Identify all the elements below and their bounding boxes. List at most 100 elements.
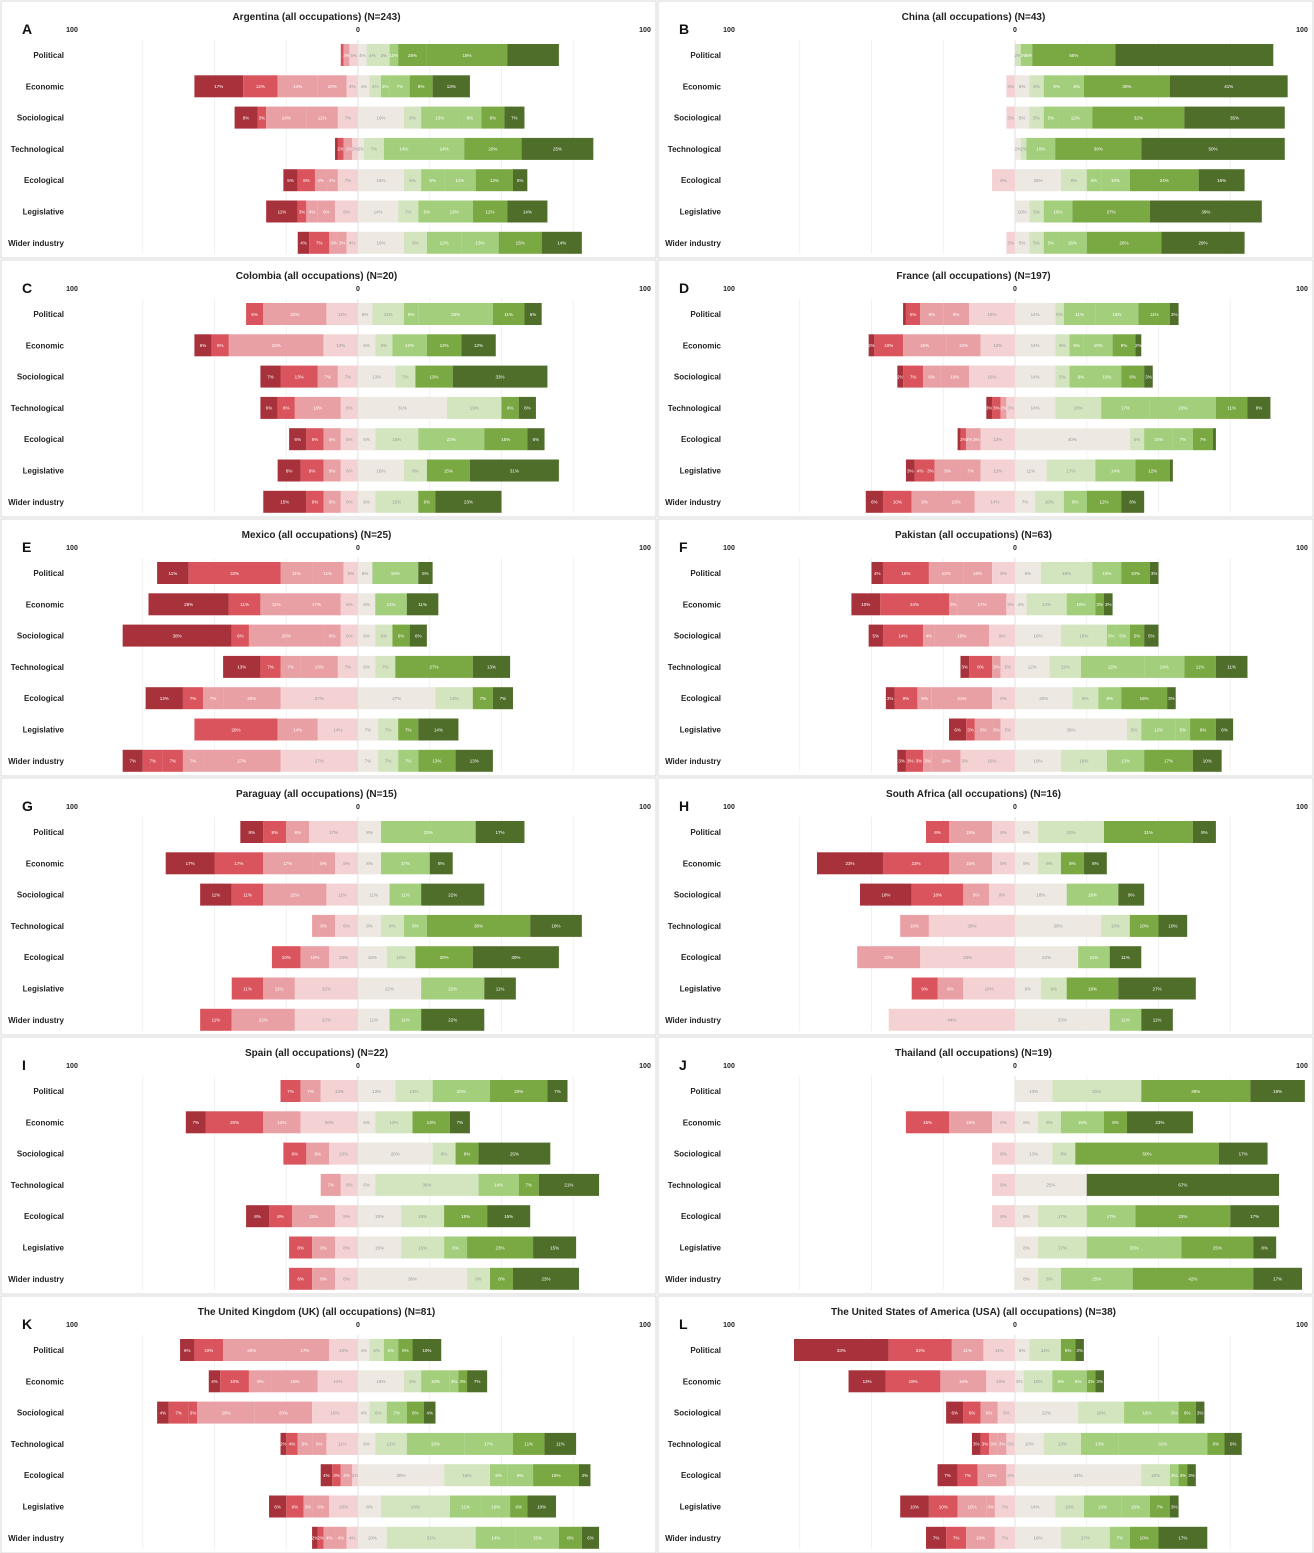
bar-segment (1083, 75, 1170, 98)
bar-segment (914, 749, 924, 772)
bar-segment (395, 365, 416, 388)
segment-label: 8% (1000, 1183, 1007, 1188)
row-label: Ecological (681, 176, 721, 185)
bar-segment (472, 200, 508, 223)
segment-label: 6% (524, 406, 531, 411)
bar-segment (461, 334, 496, 357)
segment-label: 6% (363, 343, 370, 348)
bar-segment (358, 231, 404, 254)
segment-label: 3% (987, 1504, 994, 1509)
bar-segment (188, 1401, 198, 1424)
segment-label: 24% (910, 602, 919, 607)
bar-segment (467, 1370, 488, 1393)
segment-label: 29% (1025, 53, 1034, 58)
bar-segment (926, 1526, 947, 1549)
row-label: Political (690, 51, 721, 60)
segment-label: 20% (247, 1348, 256, 1353)
segment-label: 17% (1107, 1214, 1116, 1219)
segment-label: 39% (1066, 727, 1075, 732)
bar-segment (977, 1464, 1007, 1487)
segment-label: 5% (1065, 1348, 1072, 1353)
bar-segment (934, 459, 961, 482)
segment-label: 9% (953, 312, 960, 317)
axis-label-left: 100 (723, 545, 735, 552)
segment-label: 4% (323, 1473, 330, 1478)
panel-letter: H (679, 798, 689, 814)
segment-label: 14% (1031, 406, 1040, 411)
segment-label: 23% (447, 437, 456, 442)
bar-segment (401, 1236, 445, 1259)
bar-segment (185, 1111, 206, 1134)
bar-segment (312, 852, 336, 875)
segment-label: 13% (335, 1089, 344, 1094)
segment-label: 16% (1140, 696, 1149, 701)
bar-segment (340, 1464, 353, 1487)
segment-label: 12% (1028, 665, 1037, 670)
segment-label: 6% (986, 1410, 993, 1415)
bar-segment (1035, 490, 1064, 513)
bar-segment (122, 749, 143, 772)
segment-label: 11% (318, 115, 327, 120)
segment-label: 9% (944, 468, 951, 473)
segment-label: 26% (282, 633, 291, 638)
bar-segment (389, 883, 422, 906)
bar-segment (326, 169, 338, 192)
bar-segment (329, 1142, 358, 1165)
segment-label: 10% (339, 955, 348, 960)
row-label: Economic (683, 1377, 722, 1386)
bar-segment (358, 1236, 402, 1259)
segment-label: 11% (240, 602, 249, 607)
bar-segment (1046, 459, 1096, 482)
segment-label: 13% (277, 1120, 286, 1125)
segment-label: 11% (169, 571, 178, 576)
bar-segment (1092, 562, 1122, 584)
bar-segment (194, 718, 278, 741)
segment-label: 6% (363, 602, 370, 607)
bar-segment (1224, 1432, 1242, 1455)
bar-segment (346, 137, 353, 160)
segment-label: 15% (923, 1120, 932, 1125)
segment-label: 3% (382, 84, 389, 89)
segment-label: 5% (1019, 115, 1026, 120)
segment-label: 6% (409, 115, 416, 120)
bar-segment (969, 655, 993, 678)
bar-segment (1015, 200, 1030, 223)
segment-label: 3% (1007, 115, 1014, 120)
segment-label: 10% (431, 1379, 440, 1384)
bar-segment (1192, 821, 1216, 843)
bar-segment (312, 1401, 358, 1424)
segment-label: 6% (274, 1504, 281, 1509)
bar-segment (1250, 1080, 1305, 1102)
segment-label: 12% (993, 343, 1002, 348)
segment-label: 8% (1023, 1214, 1030, 1219)
segment-label: 10% (368, 1536, 377, 1541)
segment-label: 6% (346, 500, 353, 505)
axis-label-right: 100 (1296, 545, 1308, 552)
bar-segment (1029, 75, 1044, 98)
segment-label: 6% (530, 312, 537, 317)
bar-segment (415, 365, 453, 388)
row-label: Political (690, 1087, 721, 1096)
segment-label: 5% (921, 696, 928, 701)
segment-label: 16% (1097, 1410, 1106, 1415)
bar-segment (865, 490, 883, 513)
bar-segment (974, 718, 993, 741)
segment-label: 13% (160, 696, 169, 701)
bar-segment (1006, 396, 1015, 419)
axis-label-left: 100 (66, 286, 78, 293)
segment-label: 3% (1007, 84, 1014, 89)
segment-label: 17% (1081, 1536, 1090, 1541)
segment-label: 16% (988, 759, 997, 764)
segment-label: 6% (312, 500, 319, 505)
segment-label: 10% (1203, 759, 1212, 764)
bar-segment (558, 1526, 582, 1549)
bar-segment (358, 1432, 376, 1455)
segment-label: 3% (1171, 312, 1178, 317)
segment-label: 3% (962, 759, 969, 764)
segment-label: 13% (237, 665, 246, 670)
segment-label: 21% (957, 696, 966, 701)
segment-label: 22% (448, 892, 457, 897)
segment-label: 8% (475, 1277, 482, 1282)
bar-segment (306, 200, 318, 223)
